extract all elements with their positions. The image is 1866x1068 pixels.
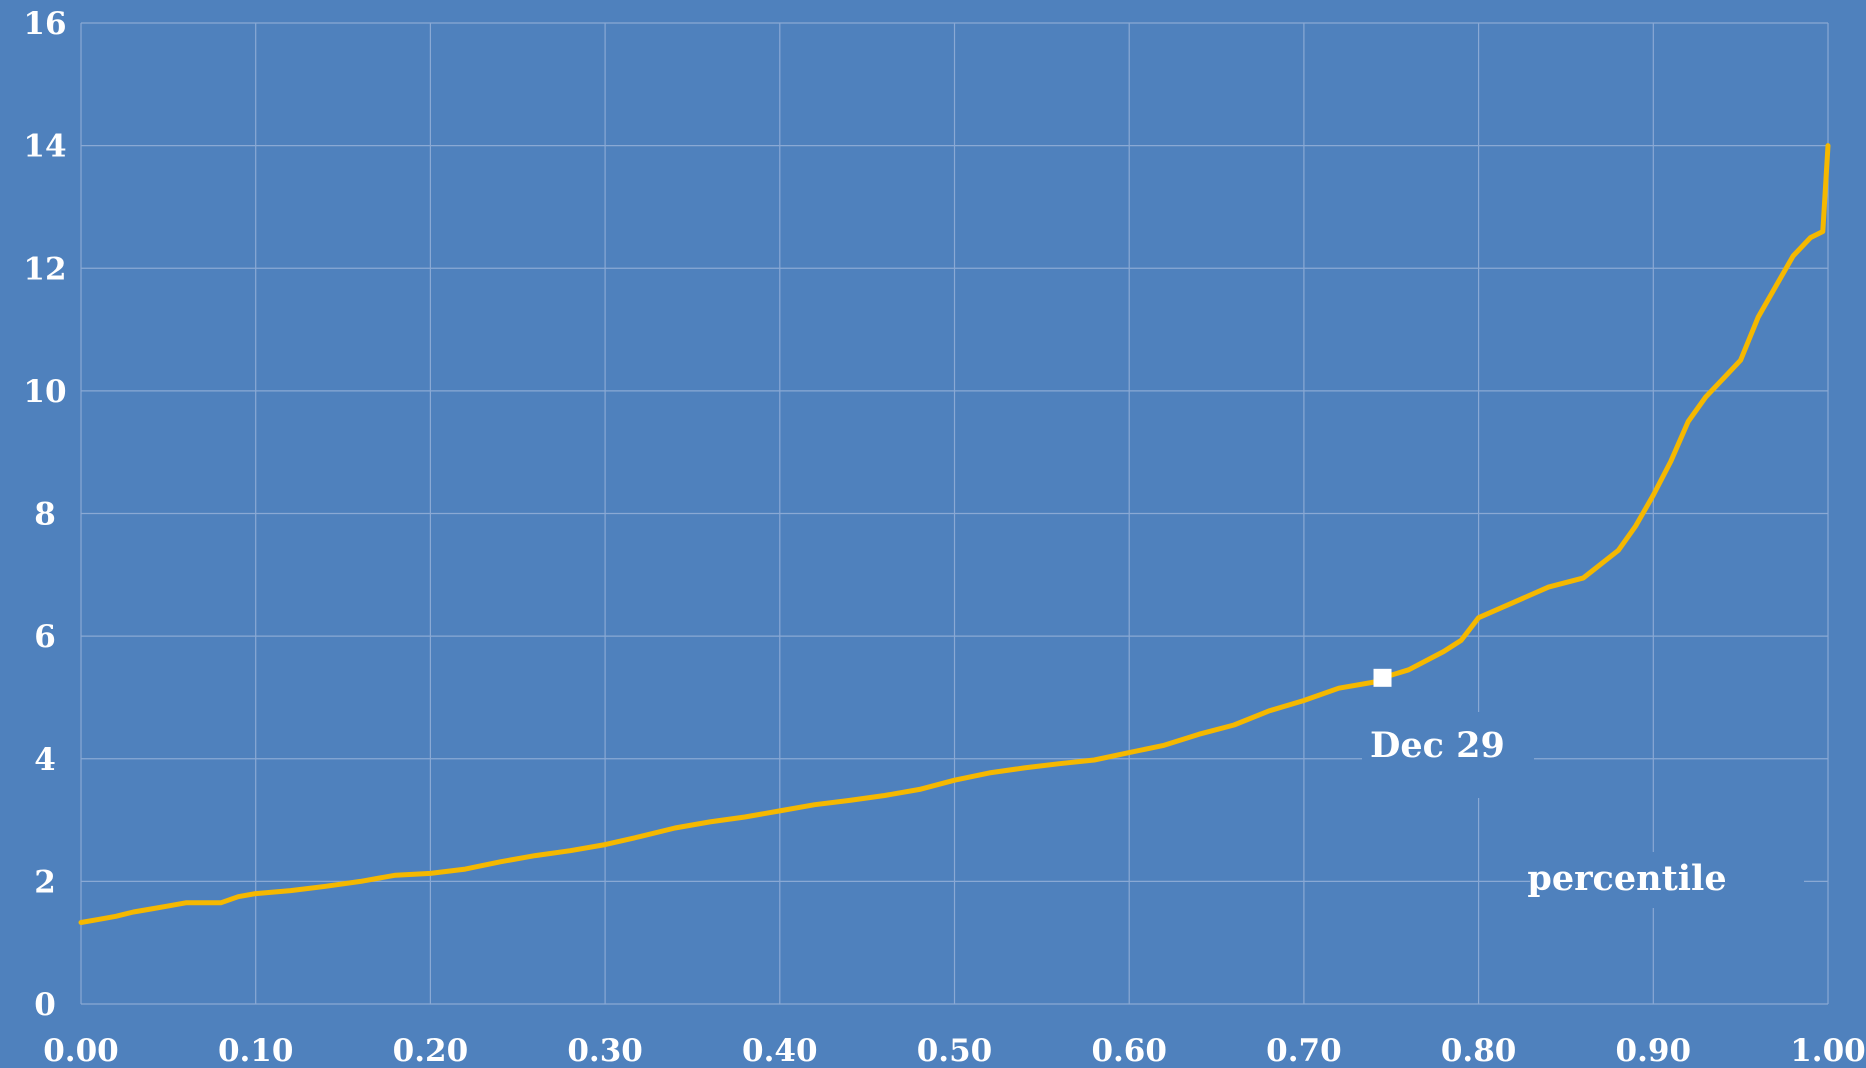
y-tick-label: 12 <box>23 251 66 287</box>
x-axis-label: percentile <box>1527 858 1726 899</box>
y-tick-label: 10 <box>23 374 66 410</box>
annotation-marker <box>1373 668 1392 687</box>
x-tick-label: 0.30 <box>567 1033 643 1068</box>
y-tick-label: 6 <box>34 619 56 655</box>
y-tick-label: 16 <box>23 6 66 42</box>
y-tick-label: 14 <box>23 129 66 165</box>
x-tick-label: 0.90 <box>1616 1033 1692 1068</box>
y-tick-label: 2 <box>34 864 56 900</box>
y-tick-label: 8 <box>34 497 56 533</box>
x-axis-label-backdrop <box>1530 852 1804 908</box>
x-tick-label: 0.40 <box>742 1033 818 1068</box>
x-tick-label: 0.80 <box>1441 1033 1517 1068</box>
x-axis-label-group: percentile <box>1527 852 1804 908</box>
y-axis-tick-labels: 0 2 4 6 8 10 12 14 16 <box>23 6 66 1023</box>
gridlines <box>80 22 1829 1005</box>
percentile-curve-line <box>78 143 1831 925</box>
x-tick-label: 0.50 <box>917 1033 993 1068</box>
x-tick-label: 0.10 <box>218 1033 294 1068</box>
x-axis-tick-labels: 0.00 0.10 0.20 0.30 0.40 0.50 0.60 0.70 0.80 0.90… <box>43 1033 1866 1068</box>
annotations: Dec 29 <box>1362 668 1534 798</box>
x-tick-label: 1.00 <box>1790 1033 1866 1068</box>
x-tick-label: 0.20 <box>393 1033 469 1068</box>
annotation-label: Dec 29 <box>1370 725 1505 766</box>
x-tick-label: 0.60 <box>1091 1033 1167 1068</box>
y-tick-label: 4 <box>34 742 56 778</box>
annotation-label-backdrop <box>1362 712 1534 798</box>
x-tick-label: 0.70 <box>1266 1033 1342 1068</box>
y-tick-label: 0 <box>34 987 56 1023</box>
x-tick-label: 0.00 <box>43 1033 119 1068</box>
